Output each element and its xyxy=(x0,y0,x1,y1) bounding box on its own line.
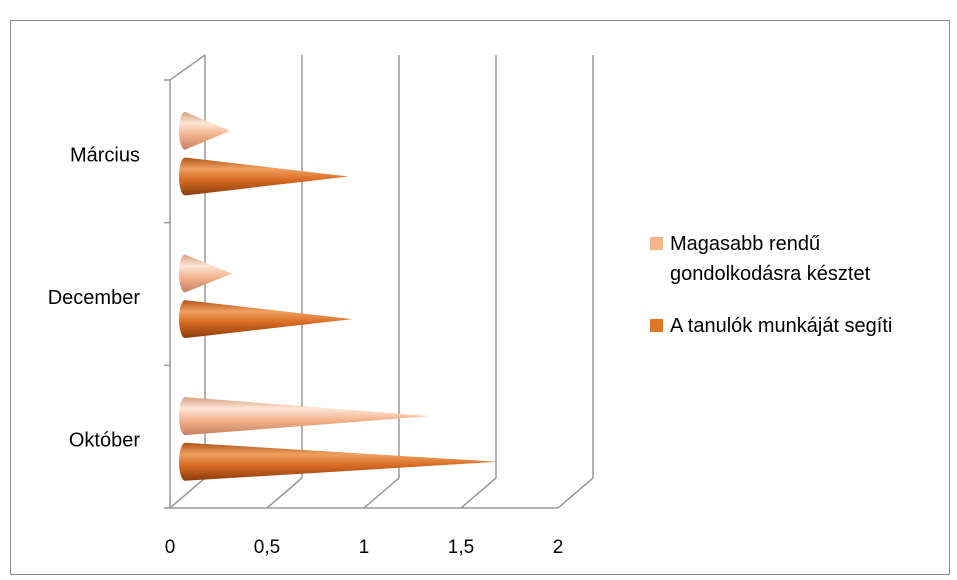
legend-swatch xyxy=(650,319,663,332)
legend-entry-label: Magasabb rendű xyxy=(670,233,820,255)
floor-gridline xyxy=(363,477,400,509)
floor-gridline xyxy=(557,477,594,509)
chart-frame xyxy=(10,20,950,575)
category-label: Március xyxy=(70,144,140,166)
legend-swatch xyxy=(650,237,663,250)
side-wall-top xyxy=(169,54,206,81)
floor-gridline xyxy=(169,477,206,509)
cone-bar xyxy=(179,397,430,436)
chart-gridlines xyxy=(169,55,594,509)
x-tick-label: 2 xyxy=(553,537,564,558)
legend: Magasabb rendű gondolkodásra késztet A tan… xyxy=(650,233,892,337)
x-tick-label: 0,5 xyxy=(254,537,280,558)
cone-bar xyxy=(179,442,498,481)
chart-walls xyxy=(164,54,558,509)
legend-entry-label: A tanulók munkáját segíti xyxy=(670,315,892,337)
x-tick-label: 1 xyxy=(359,537,370,558)
cone-bar xyxy=(179,157,349,196)
category-label: December xyxy=(48,287,141,309)
legend-entry-label: gondolkodásra késztet xyxy=(670,263,871,285)
cone-bar xyxy=(179,300,353,339)
chart-cones xyxy=(178,111,498,481)
y-axis-categories: Október December Március xyxy=(48,144,141,451)
x-tick-label: 1,5 xyxy=(448,537,474,558)
x-tick-label: 0 xyxy=(165,537,176,558)
floor-gridline xyxy=(266,477,303,509)
cone-bar xyxy=(178,254,233,293)
category-label: Október xyxy=(69,430,140,452)
floor-gridline xyxy=(460,477,497,509)
x-axis-ticks: 0 0,5 1 1,5 2 xyxy=(165,537,564,558)
cone-bar xyxy=(179,111,231,150)
